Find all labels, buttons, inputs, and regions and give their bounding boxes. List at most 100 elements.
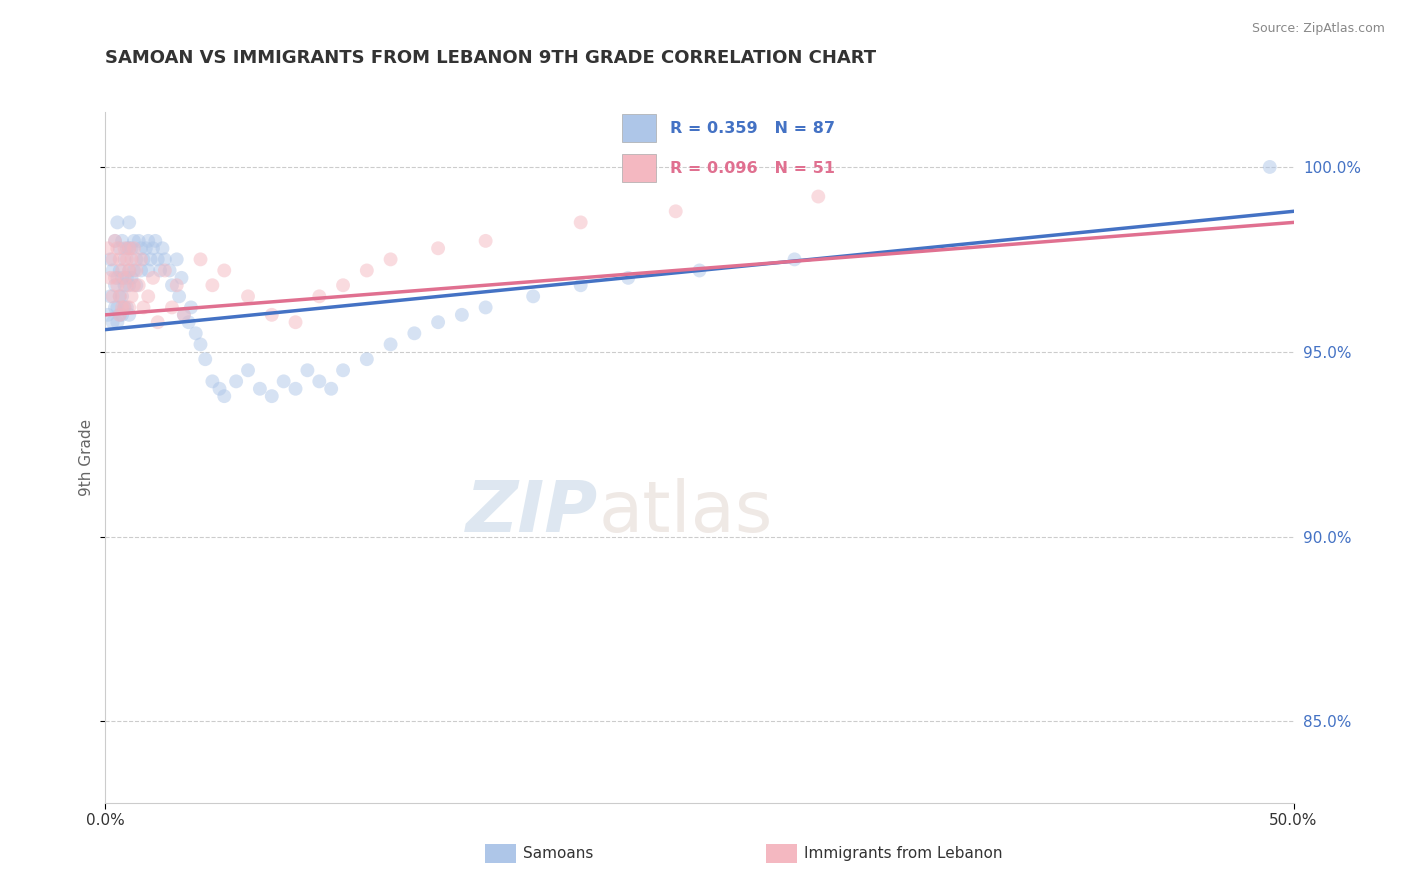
Point (149, 263, 172, 277)
Point (104, 270, 127, 285)
Point (97, 241, 120, 255)
Point (111, 270, 134, 285)
FancyBboxPatch shape (485, 844, 516, 863)
Point (122, 241, 145, 255)
Point (260, 389, 283, 403)
Text: atlas: atlas (599, 478, 773, 547)
Point (689, 263, 711, 277)
FancyBboxPatch shape (621, 154, 657, 182)
Point (114, 270, 136, 285)
Text: R = 0.096   N = 51: R = 0.096 N = 51 (671, 161, 835, 176)
Point (380, 337, 402, 351)
Point (129, 252, 152, 267)
Point (474, 234, 496, 248)
Point (249, 382, 271, 396)
Point (97, 308, 120, 322)
Point (118, 308, 141, 322)
Point (321, 382, 343, 396)
Point (177, 315, 200, 329)
FancyBboxPatch shape (766, 844, 797, 863)
Point (194, 352, 217, 367)
Point (166, 252, 188, 267)
Point (208, 382, 231, 396)
Point (153, 263, 176, 277)
Point (427, 241, 450, 255)
Point (1258, 160, 1281, 174)
Point (308, 375, 330, 389)
Point (101, 252, 124, 267)
Point (617, 270, 640, 285)
Point (105, 301, 128, 315)
Point (142, 270, 165, 285)
Point (115, 241, 138, 255)
Point (146, 252, 169, 267)
Point (118, 301, 141, 315)
Point (104, 234, 127, 248)
Point (111, 308, 134, 322)
Point (108, 252, 131, 267)
Point (404, 326, 426, 341)
Point (143, 234, 166, 248)
Point (101, 289, 124, 303)
Point (308, 289, 330, 303)
Point (159, 263, 181, 277)
Point (142, 241, 165, 255)
Point (284, 382, 307, 396)
Point (146, 315, 169, 329)
Text: R = 0.359   N = 87: R = 0.359 N = 87 (671, 120, 835, 136)
Point (105, 278, 128, 293)
Point (201, 375, 224, 389)
Point (111, 289, 134, 303)
FancyBboxPatch shape (621, 114, 657, 142)
Point (474, 301, 496, 315)
Point (98, 270, 121, 285)
Text: ZIP: ZIP (467, 478, 599, 547)
Point (173, 308, 195, 322)
Point (114, 241, 136, 255)
Point (783, 252, 806, 267)
Point (332, 363, 354, 377)
Point (121, 289, 143, 303)
Point (136, 234, 159, 248)
Point (166, 278, 188, 293)
Point (129, 263, 152, 277)
Point (522, 289, 544, 303)
Point (136, 289, 159, 303)
Point (118, 263, 141, 277)
Point (104, 234, 127, 248)
Point (114, 301, 136, 315)
Point (380, 252, 402, 267)
Point (167, 289, 190, 303)
Point (122, 234, 145, 248)
Point (139, 252, 162, 267)
Point (114, 301, 136, 315)
Point (111, 301, 134, 315)
Point (118, 278, 141, 293)
Point (284, 315, 307, 329)
Point (121, 241, 143, 255)
Point (201, 278, 224, 293)
Point (128, 278, 150, 293)
Point (356, 352, 378, 367)
Point (135, 241, 157, 255)
Point (152, 241, 174, 255)
Point (214, 389, 236, 403)
Point (569, 278, 592, 293)
Point (665, 204, 688, 219)
Point (108, 263, 131, 277)
Point (332, 278, 354, 293)
Point (160, 278, 183, 293)
Point (118, 215, 141, 229)
Point (236, 363, 259, 377)
Point (115, 301, 138, 315)
Text: Samoans: Samoans (523, 847, 593, 861)
Point (260, 308, 283, 322)
Point (180, 301, 202, 315)
Point (128, 234, 150, 248)
Point (118, 263, 141, 277)
Point (105, 215, 128, 229)
Point (190, 337, 212, 351)
Point (225, 375, 247, 389)
Point (104, 278, 127, 293)
Point (98, 289, 121, 303)
